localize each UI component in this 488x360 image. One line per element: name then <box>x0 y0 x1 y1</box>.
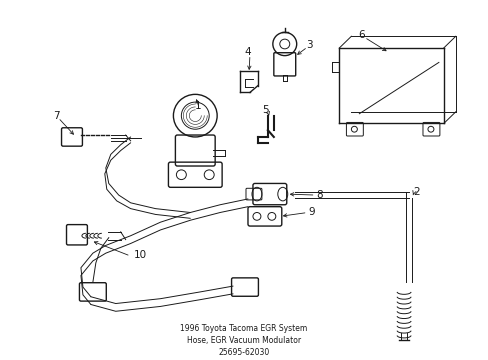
Text: 3: 3 <box>305 40 312 50</box>
Text: 6: 6 <box>357 30 364 40</box>
Text: 2: 2 <box>413 187 420 197</box>
Text: 10: 10 <box>134 250 147 260</box>
Text: 1: 1 <box>195 101 201 111</box>
Text: 8: 8 <box>316 190 322 200</box>
Text: 9: 9 <box>307 207 314 217</box>
Text: 1996 Toyota Tacoma EGR System
Hose, EGR Vacuum Modulator
25695-62030: 1996 Toyota Tacoma EGR System Hose, EGR … <box>180 324 307 357</box>
Text: 7: 7 <box>53 111 59 121</box>
Text: 5: 5 <box>262 105 268 115</box>
Text: 4: 4 <box>244 47 251 57</box>
